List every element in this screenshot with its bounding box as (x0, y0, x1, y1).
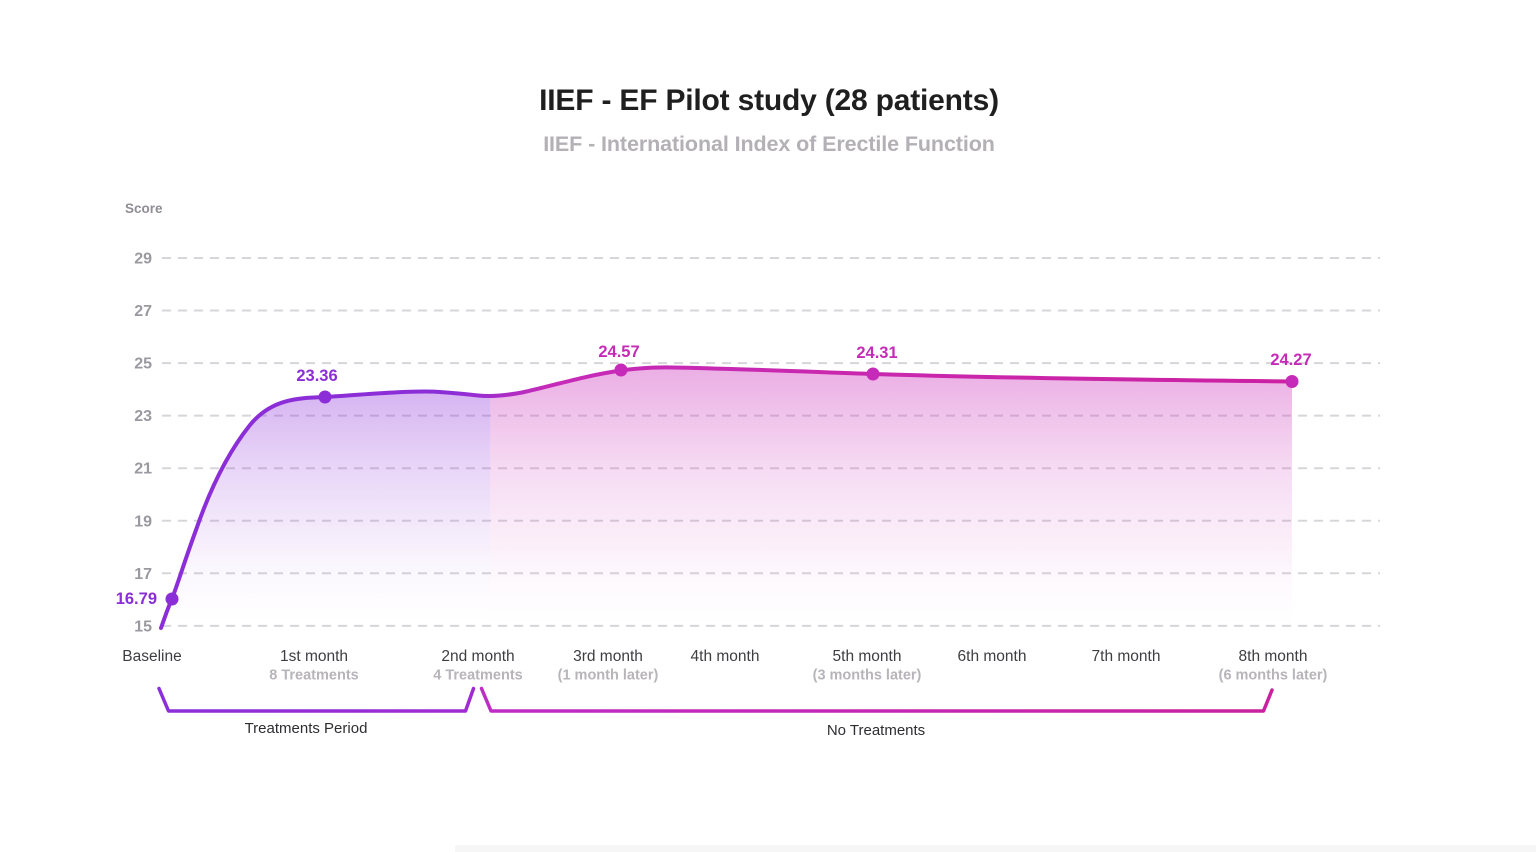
treatments-period-label: Treatments Period (245, 720, 368, 737)
x-category-label: 6th month (958, 648, 1027, 665)
x-category-sublabel: 4 Treatments (433, 668, 522, 684)
x-category-label: 8th month (1239, 648, 1308, 665)
x-category-label: 5th month (833, 648, 902, 665)
data-point-marker (866, 367, 880, 381)
y-tick-label: 25 (134, 356, 152, 373)
y-tick-label: 15 (134, 618, 152, 635)
data-point-value-labels-group: 16.79 23.36 24.57 24.31 24.27 (116, 343, 1312, 608)
x-axis-labels-group: Baseline 1st month 8 Treatments 2nd month 4 … (122, 648, 1327, 684)
data-point-value-label: 24.31 (856, 344, 897, 362)
x-category-sublabel: (6 months later) (1219, 668, 1328, 684)
y-tick-label: 17 (134, 566, 152, 583)
footer-strip (455, 845, 1536, 852)
x-category-sublabel: 8 Treatments (269, 668, 358, 684)
x-category-label: 3rd month (573, 648, 643, 665)
x-category-label: 4th month (691, 648, 760, 665)
y-tick-label: 21 (134, 461, 152, 478)
x-category-sublabel: (3 months later) (813, 668, 922, 684)
chart-title: IIEF - EF Pilot study (28 patients) (539, 84, 999, 117)
treatment-period-area (161, 391, 490, 628)
data-point-marker (614, 363, 628, 377)
data-point-marker (318, 390, 332, 404)
x-category-label: 2nd month (441, 648, 514, 665)
data-point-value-label: 16.79 (116, 590, 157, 608)
data-point-marker (165, 592, 179, 606)
data-point-value-label: 23.36 (296, 367, 337, 385)
no-treatment-area (490, 367, 1292, 626)
data-point-markers-group (165, 363, 1299, 606)
data-point-marker (1285, 375, 1299, 388)
y-tick-labels-group: 29 27 25 23 21 19 17 15 (134, 251, 152, 636)
x-category-label: 7th month (1092, 648, 1161, 665)
chart-subtitle: IIEF - International Index of Erectile F… (543, 132, 995, 156)
no-treatments-label: No Treatments (827, 722, 925, 739)
treatments-period-bracket (157, 686, 476, 713)
x-category-sublabel: (1 month later) (558, 668, 659, 684)
y-tick-label: 27 (134, 303, 152, 320)
y-axis-label: Score (125, 201, 163, 216)
no-treatments-bracket (479, 686, 1274, 713)
data-point-value-label: 24.27 (1270, 351, 1311, 369)
x-category-label: Baseline (122, 648, 181, 665)
y-tick-label: 23 (134, 408, 152, 425)
data-point-value-label: 24.57 (598, 343, 639, 361)
y-tick-label: 19 (134, 513, 152, 530)
x-category-label: 1st month (280, 648, 348, 665)
y-tick-label: 29 (134, 251, 152, 268)
